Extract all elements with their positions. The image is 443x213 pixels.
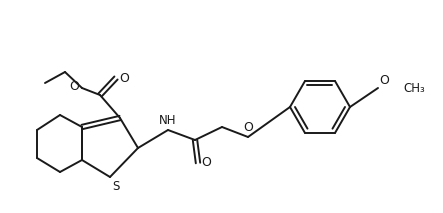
Text: CH₃: CH₃: [403, 82, 425, 95]
Text: O: O: [243, 121, 253, 134]
Text: O: O: [119, 72, 129, 85]
Text: NH: NH: [159, 114, 177, 127]
Text: O: O: [379, 74, 389, 87]
Text: S: S: [112, 180, 119, 193]
Text: O: O: [69, 81, 79, 94]
Text: O: O: [201, 157, 211, 170]
